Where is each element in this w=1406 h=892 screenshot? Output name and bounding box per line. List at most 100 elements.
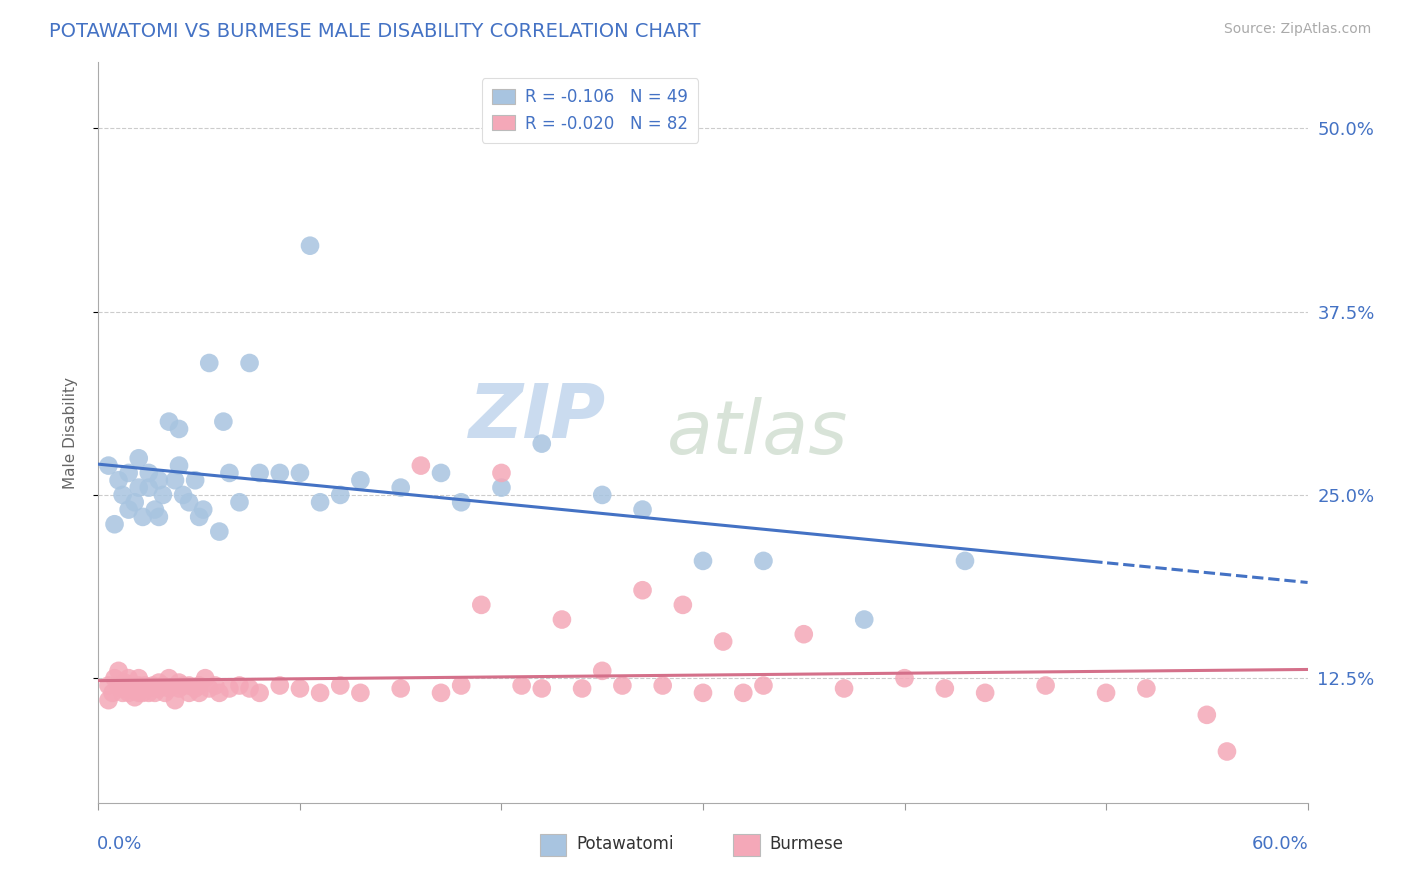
Point bbox=[288, 466, 311, 480]
Point bbox=[591, 488, 613, 502]
Point bbox=[309, 495, 332, 509]
FancyBboxPatch shape bbox=[540, 834, 567, 856]
Point bbox=[430, 466, 453, 480]
Point bbox=[299, 238, 322, 252]
Point bbox=[143, 686, 166, 700]
Point bbox=[692, 554, 714, 568]
Point bbox=[101, 686, 124, 700]
Point bbox=[239, 681, 262, 696]
Point bbox=[128, 671, 150, 685]
Text: Potawatomi: Potawatomi bbox=[576, 835, 673, 854]
Point bbox=[430, 686, 453, 700]
Point bbox=[124, 681, 146, 696]
Point bbox=[118, 671, 141, 685]
Point bbox=[111, 488, 134, 502]
Point bbox=[551, 613, 574, 627]
Point bbox=[97, 693, 120, 707]
Point bbox=[193, 502, 215, 516]
Point bbox=[107, 473, 129, 487]
Point bbox=[179, 495, 201, 509]
Point bbox=[134, 679, 156, 693]
Point bbox=[188, 510, 211, 524]
Point bbox=[218, 466, 240, 480]
Point bbox=[148, 681, 170, 696]
Point bbox=[118, 679, 141, 693]
Point bbox=[510, 679, 533, 693]
Point bbox=[143, 502, 166, 516]
Point bbox=[853, 613, 876, 627]
Point bbox=[1216, 744, 1239, 758]
Text: atlas: atlas bbox=[666, 397, 848, 468]
Point bbox=[793, 627, 815, 641]
Point bbox=[157, 671, 180, 685]
Point bbox=[97, 458, 120, 473]
Point bbox=[208, 686, 231, 700]
Point bbox=[194, 671, 217, 685]
Point bbox=[228, 679, 250, 693]
Point bbox=[571, 681, 593, 696]
Point bbox=[1095, 686, 1118, 700]
Point bbox=[118, 686, 141, 700]
Point bbox=[349, 473, 371, 487]
Point bbox=[148, 510, 170, 524]
Point bbox=[934, 681, 956, 696]
Point bbox=[249, 686, 271, 700]
Text: Source: ZipAtlas.com: Source: ZipAtlas.com bbox=[1223, 22, 1371, 37]
Point bbox=[153, 686, 176, 700]
Point bbox=[128, 451, 150, 466]
Point bbox=[288, 681, 311, 696]
Point bbox=[752, 554, 775, 568]
Point bbox=[188, 679, 211, 693]
Point bbox=[138, 686, 160, 700]
Point bbox=[148, 473, 170, 487]
Point bbox=[132, 510, 155, 524]
Point bbox=[249, 466, 271, 480]
Point bbox=[450, 679, 472, 693]
Point bbox=[530, 436, 553, 450]
Point bbox=[208, 524, 231, 539]
Point bbox=[107, 679, 129, 693]
Point bbox=[152, 488, 174, 502]
Point bbox=[103, 517, 125, 532]
Point bbox=[124, 495, 146, 509]
Point bbox=[111, 686, 134, 700]
Point bbox=[389, 681, 412, 696]
Point bbox=[212, 415, 235, 429]
Point bbox=[132, 686, 155, 700]
Point bbox=[329, 488, 352, 502]
Point bbox=[114, 675, 136, 690]
Legend: R = -0.106   N = 49, R = -0.020   N = 82: R = -0.106 N = 49, R = -0.020 N = 82 bbox=[482, 78, 697, 143]
Point bbox=[138, 481, 160, 495]
Point bbox=[167, 458, 190, 473]
Point bbox=[651, 679, 673, 693]
Point bbox=[269, 466, 291, 480]
Point bbox=[953, 554, 976, 568]
Point bbox=[389, 481, 412, 495]
Point bbox=[172, 488, 194, 502]
Point bbox=[491, 466, 513, 480]
Point bbox=[329, 679, 352, 693]
Text: ZIP: ZIP bbox=[470, 381, 606, 454]
Point bbox=[163, 693, 186, 707]
Point bbox=[672, 598, 695, 612]
Point bbox=[711, 634, 734, 648]
Point bbox=[132, 681, 155, 696]
Point bbox=[128, 686, 150, 700]
Point bbox=[309, 686, 332, 700]
Point bbox=[188, 686, 211, 700]
Point bbox=[172, 679, 194, 693]
Point bbox=[218, 681, 240, 696]
Point bbox=[198, 681, 221, 696]
Point bbox=[128, 679, 150, 693]
Point bbox=[530, 681, 553, 696]
Point bbox=[1135, 681, 1157, 696]
Point bbox=[1035, 679, 1057, 693]
Point bbox=[128, 481, 150, 495]
Point bbox=[1195, 707, 1218, 722]
Point bbox=[148, 675, 170, 690]
Point bbox=[163, 473, 186, 487]
Point bbox=[974, 686, 997, 700]
Point bbox=[752, 679, 775, 693]
Point bbox=[450, 495, 472, 509]
Point bbox=[204, 679, 226, 693]
